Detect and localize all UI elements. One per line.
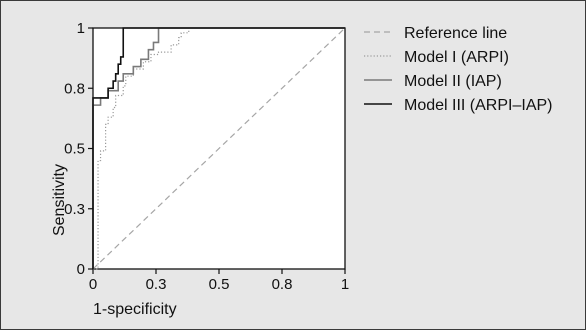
x-tick-label-2: 0.5: [209, 276, 230, 293]
legend-label-1: Model I (ARPI): [404, 49, 509, 66]
legend: Reference line Model I (ARPI) Model II (IA…: [364, 25, 553, 114]
series-layer: [92, 27, 346, 270]
series-line-3: [92, 27, 345, 269]
x-tick-label-1: 0.3: [146, 276, 167, 293]
y-tick-label-0: 0: [77, 261, 85, 278]
y-tick-label-4: 1: [77, 20, 85, 37]
legend-label-3: Model III (ARPI–IAP): [404, 97, 553, 114]
y-tick-label-1: 0.3: [64, 201, 85, 218]
x-tick-label-0: 0: [89, 276, 97, 293]
x-tick-label-4: 1: [341, 276, 349, 293]
legend-label-0: Reference line: [404, 25, 507, 42]
legend-label-2: Model II (IAP): [404, 73, 502, 90]
y-axis-label: Sensitivity: [51, 164, 68, 236]
y-tick-label-2: 0.5: [64, 141, 85, 158]
y-tick-label-3: 0.8: [64, 80, 85, 97]
series-line-0: [92, 27, 346, 270]
x-axis-label: 1-specificity: [93, 301, 177, 318]
tick-layer: 0 0.3 0.5 0.8 1 0 0.3 0.5 0.8 1: [64, 20, 349, 293]
x-tick-label-3: 0.8: [272, 276, 293, 293]
